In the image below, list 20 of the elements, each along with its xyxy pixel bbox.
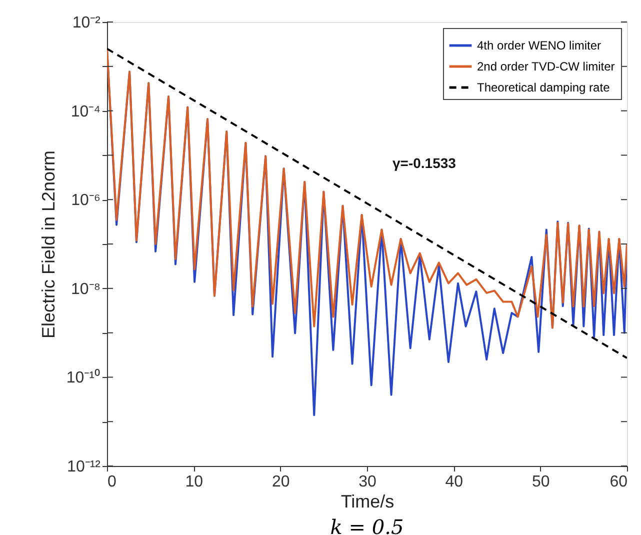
y-tick-label: 10⁻¹²: [67, 458, 102, 476]
legend-label: 2nd order TVD-CW limiter: [477, 60, 615, 74]
legend-label: Theoretical damping rate: [477, 80, 610, 94]
x-tick-label: 40: [445, 474, 464, 490]
x-tick-label: 0: [108, 474, 116, 490]
y-tick-label: 10⁻⁸: [70, 280, 100, 298]
x-axis-title: Time/s: [340, 492, 394, 512]
text: k = 0.5: [330, 515, 404, 535]
x-tick-label: 50: [532, 474, 550, 490]
y-tick-label: 10⁻²: [72, 14, 102, 32]
x-tick-label: 30: [358, 474, 376, 490]
y-axis-title: Electric Field in L2norm: [38, 150, 58, 339]
legend-label: 4th order WENO limiter: [477, 38, 602, 52]
x-tick-label: 20: [272, 474, 290, 490]
y-tick-label: 10⁻⁶: [71, 192, 100, 210]
x-tick-label: 10: [185, 474, 204, 490]
y-tick-label: 10⁻¹⁰: [66, 368, 100, 387]
x-tick-label: 60: [610, 474, 628, 490]
y-tick-label: 10⁻⁴: [70, 103, 101, 120]
annotation: γ=-0.1533: [392, 155, 456, 172]
